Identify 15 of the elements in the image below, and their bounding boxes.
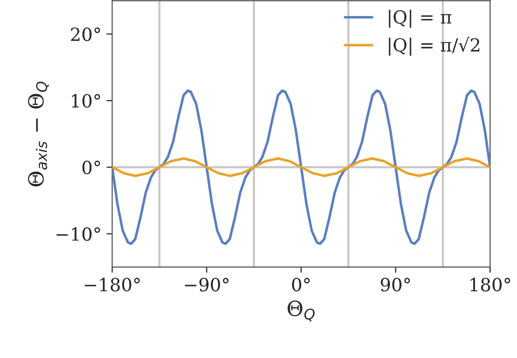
y-tick-label: 20° xyxy=(70,27,100,42)
x-tick-label: 0° xyxy=(292,278,310,292)
x-tick-label: −90° xyxy=(185,278,229,292)
y-tick-label: 10° xyxy=(72,94,100,108)
x-tick-label: 90° xyxy=(380,278,410,292)
line-series xyxy=(112,89,490,246)
line-series xyxy=(112,157,490,178)
y-axis-title: Θ$_{axis}$ − Θ$_{Q}$ xyxy=(28,82,49,186)
x-tick-label: 180° xyxy=(470,278,510,292)
x-axis-title: Θ$_{Q}$ xyxy=(288,300,315,322)
y-tick-label: 0° xyxy=(82,160,100,174)
legend-label: |Q| = π xyxy=(388,10,452,28)
x-tick-label: −180° xyxy=(84,278,140,292)
y-tick-label: −10° xyxy=(56,227,100,241)
legend-label: |Q| = π/√2 xyxy=(388,36,480,56)
